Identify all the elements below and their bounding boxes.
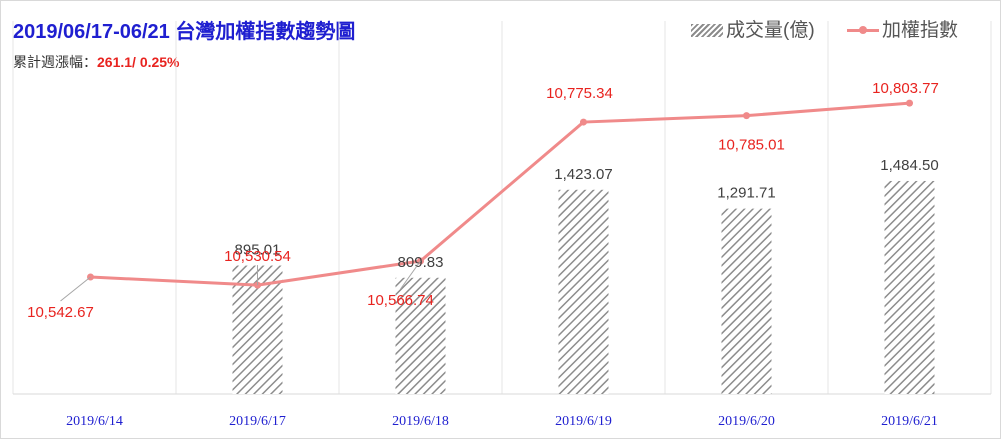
category-label: 2019/6/14 bbox=[66, 414, 123, 429]
volume-data-label: 895.01 bbox=[235, 242, 281, 259]
index-data-label: 10,785.01 bbox=[718, 137, 785, 154]
volume-bar bbox=[721, 208, 772, 394]
weekly-change-value: 261.1/ 0.25% bbox=[97, 54, 180, 70]
volume-data-label: 1,423.07 bbox=[554, 166, 612, 183]
volume-bar bbox=[558, 189, 609, 394]
volume-data-label: 809.83 bbox=[398, 254, 444, 271]
index-data-label: 10,566.74 bbox=[367, 292, 434, 309]
volume-data-label: 1,484.50 bbox=[880, 157, 938, 174]
category-label: 2019/6/20 bbox=[718, 414, 775, 429]
weekly-change-summary: 累計週漲幅：261.1/ 0.25% bbox=[13, 52, 180, 72]
legend-label-index: 加權指數 bbox=[882, 20, 959, 41]
index-data-label: 10,803.77 bbox=[872, 80, 939, 97]
index-point bbox=[906, 99, 913, 107]
index-line bbox=[90, 101, 910, 287]
chart-title: 2019/06/17-06/21 台灣加權指數趨勢圖 bbox=[13, 21, 356, 43]
volume-bar bbox=[884, 180, 935, 394]
category-label: 2019/6/17 bbox=[229, 414, 286, 429]
legend-item-volume: 成交量(億) bbox=[691, 15, 815, 42]
index-point bbox=[743, 112, 750, 120]
hatched-bar-swatch-icon bbox=[691, 24, 723, 38]
index-data-label: 10,775.34 bbox=[546, 85, 613, 102]
category-label: 2019/6/19 bbox=[555, 414, 612, 429]
index-data-label: 10,542.67 bbox=[27, 304, 94, 321]
category-label: 2019/6/21 bbox=[881, 414, 938, 429]
volume-bar bbox=[395, 277, 446, 394]
legend-item-index: 加權指數 bbox=[847, 15, 958, 42]
legend-label-volume: 成交量(億) bbox=[726, 20, 815, 41]
weekly-change-label: 累計週漲幅： bbox=[13, 54, 97, 70]
category-label: 2019/6/18 bbox=[392, 414, 449, 429]
index-leader-line bbox=[400, 260, 421, 290]
index-leader-line bbox=[60, 276, 91, 302]
index-data-label: 10,530.54 bbox=[224, 248, 291, 265]
line-marker-swatch-icon bbox=[847, 26, 879, 35]
volume-data-label: 1,291.71 bbox=[717, 185, 775, 202]
index-point bbox=[580, 118, 587, 126]
